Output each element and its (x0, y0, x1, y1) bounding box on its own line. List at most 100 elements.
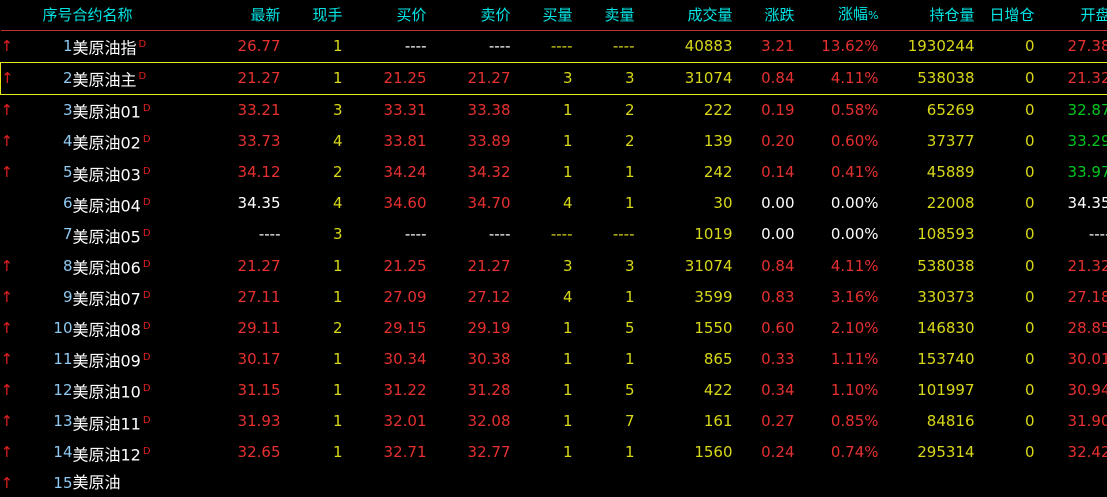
cell-ask-price: ---- (427, 31, 511, 63)
cell-change-percent: 4.11% (795, 251, 879, 282)
cell-open-interest: 146830 (879, 313, 975, 344)
cell-day-increase: 0 (975, 63, 1035, 95)
up-arrow-icon: ↑ (1, 313, 27, 344)
header-ask-vol[interactable]: 卖量 (573, 0, 635, 31)
cell-ask-volume: 2 (573, 95, 635, 127)
cell-sequence: 13 (27, 407, 73, 438)
up-arrow-icon: ↑ (1, 63, 27, 95)
header-vol-now[interactable]: 现手 (281, 0, 343, 31)
header-name[interactable]: 合约名称 (73, 0, 195, 31)
cell-open-interest: 538038 (879, 251, 975, 282)
cell-day-increase: 0 (975, 375, 1035, 406)
header-change-pct[interactable]: 涨幅% (795, 0, 879, 31)
header-volume[interactable]: 成交量 (635, 0, 733, 31)
cell-bid-price: ---- (343, 31, 427, 63)
header-open[interactable]: 开盘 (1035, 0, 1107, 31)
cell-current-volume: 1 (281, 251, 343, 282)
cell-bid-price: 27.09 (343, 282, 427, 313)
cell-open-interest: 1930244 (879, 31, 975, 63)
cell-contract-name[interactable]: 美原油 (73, 469, 195, 497)
cell-day-increase: 0 (975, 313, 1035, 344)
contract-suffix-badge: D (139, 39, 147, 50)
cell-change: 0.84 (733, 63, 795, 95)
cell-bid-volume: 1 (511, 126, 573, 157)
cell-volume: 31074 (635, 63, 733, 95)
cell-volume: 222 (635, 95, 733, 127)
cell-open: 30.94 (1035, 375, 1107, 406)
header-open-interest[interactable]: 持仓量 (879, 0, 975, 31)
header-ask[interactable]: 卖价 (427, 0, 511, 31)
header-seq[interactable]: 序号 (27, 0, 73, 31)
cell-sequence: 15 (27, 469, 73, 497)
cell-bid-volume: 3 (511, 251, 573, 282)
header-day-increase[interactable]: 日增仓 (975, 0, 1035, 31)
cell-change-percent: 0.74% (795, 438, 879, 469)
cell-current-volume: 1 (281, 438, 343, 469)
cell-last: 31.93 (195, 407, 281, 438)
cell-volume: 3599 (635, 282, 733, 313)
cell-change: 0.14 (733, 158, 795, 189)
cell-ask-price: 27.12 (427, 282, 511, 313)
contract-suffix-badge: D (139, 71, 147, 82)
contract-name-text: 美原油11 (73, 414, 141, 433)
cell-ask-volume: 1 (573, 282, 635, 313)
cell-ask-price: 21.27 (427, 63, 511, 95)
cell-current-volume: 1 (281, 282, 343, 313)
cell-current-volume: 1 (281, 63, 343, 95)
contract-suffix-badge: D (143, 415, 151, 426)
cell-sequence: 5 (27, 158, 73, 189)
cell-ask-volume: 1 (573, 158, 635, 189)
contract-suffix-badge: D (143, 259, 151, 270)
header-last[interactable]: 最新 (195, 0, 281, 31)
cell-change: 3.21 (733, 31, 795, 63)
cell-change-percent: 4.11% (795, 63, 879, 95)
contract-name-text: 美原油05 (73, 227, 141, 246)
cell-bid-price: 33.31 (343, 95, 427, 127)
no-change-icon (1, 220, 27, 251)
header-change[interactable]: 涨跌 (733, 0, 795, 31)
up-arrow-icon: ↑ (1, 31, 27, 63)
cell-open: 33.29 (1035, 126, 1107, 157)
cell-ask-volume: 1 (573, 344, 635, 375)
cell-volume (635, 469, 733, 497)
cell-bid-price: 32.01 (343, 407, 427, 438)
cell-bid-price: 34.24 (343, 158, 427, 189)
cell-change-percent: 0.58% (795, 95, 879, 127)
contract-name-text: 美原油09 (73, 352, 141, 371)
header-bid-vol[interactable]: 买量 (511, 0, 573, 31)
cell-last: 32.65 (195, 438, 281, 469)
no-change-icon (1, 189, 27, 220)
cell-volume: 422 (635, 375, 733, 406)
header-bid[interactable]: 买价 (343, 0, 427, 31)
contract-suffix-badge: D (143, 352, 151, 363)
